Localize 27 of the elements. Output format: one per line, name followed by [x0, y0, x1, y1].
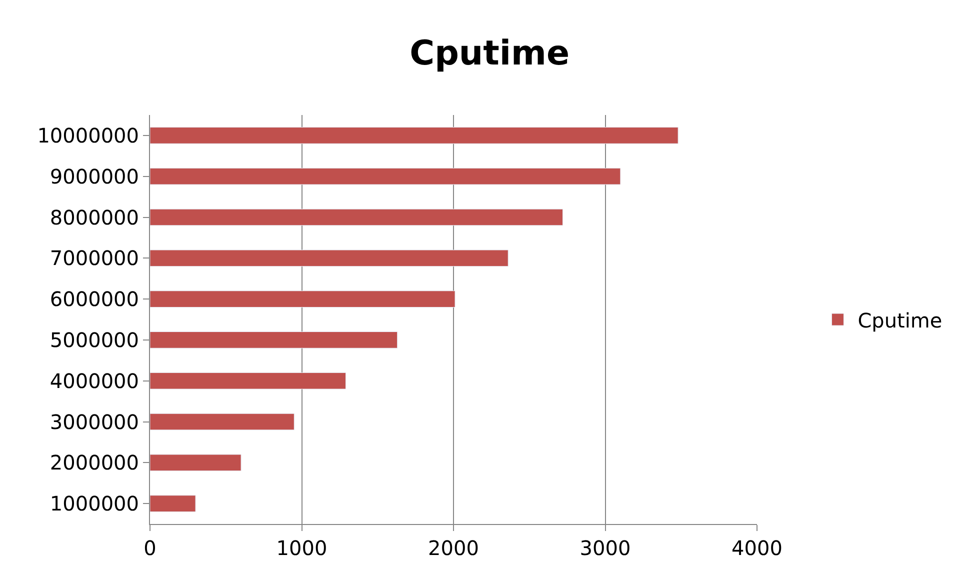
y-tick-label: 4000000	[50, 368, 139, 393]
bar	[150, 250, 508, 267]
y-tick-label: 1000000	[50, 492, 139, 516]
y-tick-label: 5000000	[50, 328, 139, 352]
bar	[150, 332, 398, 348]
y-tick-label: 10000000	[37, 123, 139, 148]
y-tick-label: 7000000	[50, 246, 139, 270]
x-tick-label: 3000	[580, 536, 631, 560]
bar	[150, 372, 346, 390]
bar	[150, 413, 294, 430]
x-tick-label: 4000	[732, 536, 782, 560]
y-tick-label: 8000000	[50, 205, 139, 230]
chart-title: Cputime	[410, 34, 570, 74]
x-tick-label: 1000	[276, 536, 328, 560]
bar	[150, 127, 678, 144]
bar	[150, 208, 564, 226]
legend-label: Cputime	[858, 308, 942, 332]
bar	[150, 454, 242, 472]
bar	[150, 495, 196, 512]
y-tick-label: 6000000	[50, 287, 139, 312]
bar	[150, 290, 456, 308]
y-tick-label: 3000000	[50, 410, 139, 434]
x-tick-label: 2000	[428, 536, 479, 560]
y-tick-label: 2000000	[50, 450, 139, 475]
bar	[150, 168, 621, 185]
y-tick-label: 9000000	[50, 164, 139, 188]
x-tick-label: 0	[144, 536, 156, 560]
